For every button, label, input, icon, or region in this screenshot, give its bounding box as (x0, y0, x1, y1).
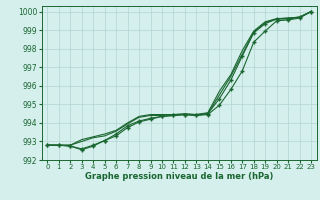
X-axis label: Graphe pression niveau de la mer (hPa): Graphe pression niveau de la mer (hPa) (85, 172, 273, 181)
